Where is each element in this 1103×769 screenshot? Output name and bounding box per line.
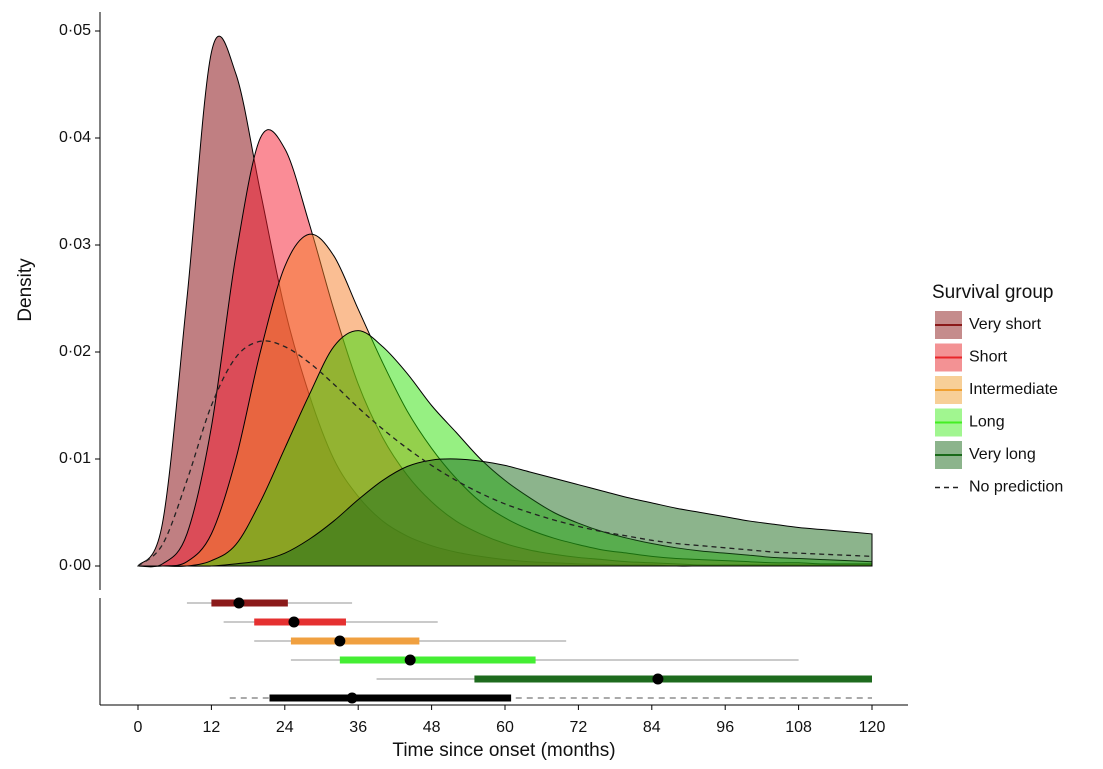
median-point bbox=[652, 673, 664, 685]
y-tick-label: 0·05 bbox=[59, 22, 91, 39]
legend-label: Very short bbox=[969, 316, 1042, 333]
inner-interval bbox=[269, 694, 512, 702]
y-tick-label: 0·04 bbox=[59, 129, 91, 146]
x-tick-label: 96 bbox=[716, 719, 734, 736]
legend-label: Intermediate bbox=[969, 381, 1058, 398]
x-tick-label: 36 bbox=[349, 719, 367, 736]
inner-interval bbox=[254, 618, 346, 626]
area bbox=[137, 458, 873, 567]
y-axis-title: Density bbox=[15, 258, 36, 322]
density-line bbox=[137, 340, 873, 567]
legend-label: Very long bbox=[969, 446, 1036, 463]
median-point bbox=[404, 654, 416, 666]
x-tick-label: 108 bbox=[785, 719, 812, 736]
x-axis-title: Time since onset (months) bbox=[392, 740, 615, 761]
legend-label: Short bbox=[969, 349, 1008, 366]
x-tick-label: 72 bbox=[570, 719, 588, 736]
inner-interval bbox=[290, 637, 420, 645]
y-tick-label: 0·03 bbox=[59, 236, 91, 253]
x-tick-label: 24 bbox=[276, 719, 294, 736]
legend-title: Survival group bbox=[932, 282, 1053, 303]
y-tick-label: 0·00 bbox=[59, 557, 91, 574]
inner-interval bbox=[474, 675, 872, 683]
inner-interval bbox=[339, 656, 536, 664]
median-point bbox=[346, 692, 358, 704]
median-point bbox=[233, 597, 245, 609]
x-tick-label: 84 bbox=[643, 719, 661, 736]
x-tick-label: 12 bbox=[203, 719, 221, 736]
x-tick-label: 60 bbox=[496, 719, 514, 736]
x-tick-label: 120 bbox=[859, 719, 886, 736]
inner-interval bbox=[211, 599, 288, 607]
median-point bbox=[288, 616, 300, 628]
y-tick-label: 0·01 bbox=[59, 450, 91, 467]
legend-label: Long bbox=[969, 414, 1005, 431]
x-tick-label: 48 bbox=[423, 719, 441, 736]
median-point bbox=[334, 635, 346, 647]
x-tick-label: 0 bbox=[134, 719, 143, 736]
y-tick-label: 0·02 bbox=[59, 343, 91, 360]
legend-label: No prediction bbox=[969, 479, 1063, 496]
